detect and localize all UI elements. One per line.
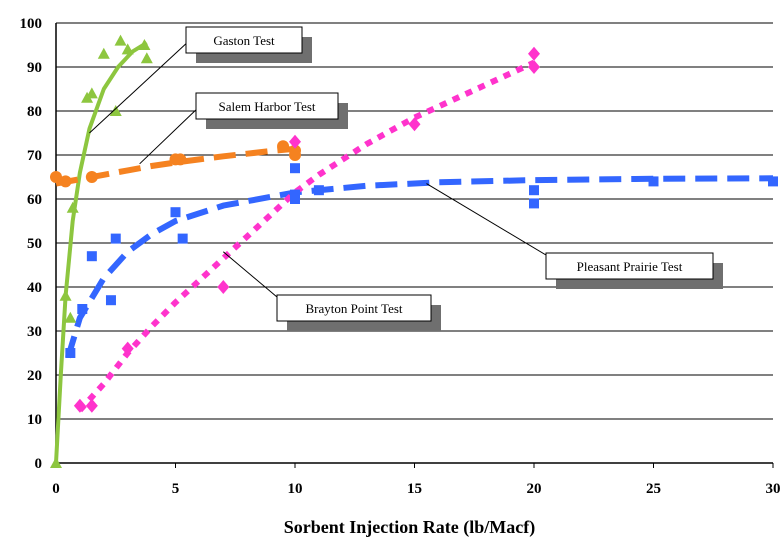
trend-line-4 xyxy=(77,59,536,413)
y-tick-label: 10 xyxy=(27,412,42,428)
data-point-series-1 xyxy=(59,289,72,301)
data-point-series-4 xyxy=(217,280,230,294)
gridlines xyxy=(56,22,773,464)
x-tick-label: 20 xyxy=(527,481,542,497)
data-point-series-3 xyxy=(529,185,539,196)
x-tick-label: 15 xyxy=(407,481,422,497)
callout-label: Gaston Test xyxy=(213,33,275,48)
y-tick-label: 50 xyxy=(27,236,42,252)
data-point-series-1 xyxy=(85,87,98,99)
y-tick-label: 90 xyxy=(27,60,42,76)
data-point-series-3 xyxy=(290,163,300,174)
data-point-series-2 xyxy=(50,171,62,183)
data-point-series-3 xyxy=(313,185,324,196)
data-point-series-3 xyxy=(77,304,88,314)
data-point-series-3 xyxy=(529,198,539,209)
data-point-series-4 xyxy=(408,117,421,132)
data-point-series-2 xyxy=(174,153,187,166)
callout-labels: Gaston Test Salem Harbor Test Pleasant Pra… xyxy=(89,26,723,331)
x-tick-label: 25 xyxy=(646,481,661,497)
callout-label: Salem Harbor Test xyxy=(218,99,315,114)
trend-line-3 xyxy=(65,175,774,359)
y-tick-label: 0 xyxy=(35,456,43,472)
callout-box xyxy=(195,92,339,120)
callout-box xyxy=(185,26,303,54)
data-point-series-2 xyxy=(277,140,290,153)
data-point-series-1 xyxy=(64,311,77,323)
data-point-series-4 xyxy=(85,398,98,413)
data-point-series-4 xyxy=(73,398,86,413)
callout-leader-line xyxy=(222,251,278,298)
x-tick-label: 0 xyxy=(52,481,60,497)
data-point-series-3 xyxy=(170,207,181,218)
x-tick-label: 10 xyxy=(288,481,303,497)
y-tick-labels: 0 10 20 30 40 50 60 70 80 90 100 xyxy=(20,16,43,472)
data-point-series-1 xyxy=(114,34,127,46)
data-point-series-1 xyxy=(97,47,110,59)
data-markers xyxy=(50,34,778,468)
data-point-series-1 xyxy=(138,39,151,50)
data-point-series-3 xyxy=(177,233,188,244)
callout-label: Brayton Point Test xyxy=(305,301,402,316)
x-tick-label: 30 xyxy=(766,481,781,497)
data-point-series-3 xyxy=(768,176,778,187)
data-point-series-3 xyxy=(110,233,121,244)
data-point-series-4 xyxy=(289,134,301,149)
data-point-series-2 xyxy=(59,175,72,188)
data-point-series-3 xyxy=(86,251,97,262)
data-point-series-3 xyxy=(290,194,300,204)
data-point-series-1 xyxy=(66,201,79,213)
data-point-series-3 xyxy=(65,348,76,358)
data-point-series-3 xyxy=(648,176,659,187)
data-point-series-3 xyxy=(105,295,116,306)
trend-line-1 xyxy=(54,41,148,464)
data-point-series-1 xyxy=(140,52,153,64)
callout-leader-line xyxy=(426,183,547,256)
axes xyxy=(55,23,774,468)
callout-leader-line xyxy=(89,39,191,134)
data-point-series-4 xyxy=(121,341,134,356)
data-point-series-4 xyxy=(528,46,540,61)
callout-label: Pleasant Prairie Test xyxy=(577,259,683,274)
data-point-series-1 xyxy=(121,43,134,55)
data-point-series-1 xyxy=(50,457,62,468)
y-tick-label: 80 xyxy=(27,104,42,120)
y-tick-label: 30 xyxy=(27,324,42,340)
y-tick-label: 100 xyxy=(20,16,43,32)
callout-leader-line xyxy=(139,105,201,165)
y-tick-label: 60 xyxy=(27,192,42,208)
data-point-series-2 xyxy=(289,149,301,161)
x-axis-title: Sorbent Injection Rate (lb/Macf) xyxy=(284,517,535,538)
y-tick-label: 70 xyxy=(27,148,42,164)
data-point-series-4 xyxy=(528,60,540,74)
x-tick-label: 5 xyxy=(172,481,180,497)
data-point-series-2 xyxy=(85,171,98,183)
callout-box xyxy=(545,252,714,280)
y-tick-label: 20 xyxy=(27,368,42,384)
y-tick-label: 40 xyxy=(27,280,42,296)
data-point-series-1 xyxy=(109,105,122,116)
callout-box xyxy=(276,294,432,322)
x-tick-labels: 0 5 10 15 20 25 30 xyxy=(52,481,780,497)
